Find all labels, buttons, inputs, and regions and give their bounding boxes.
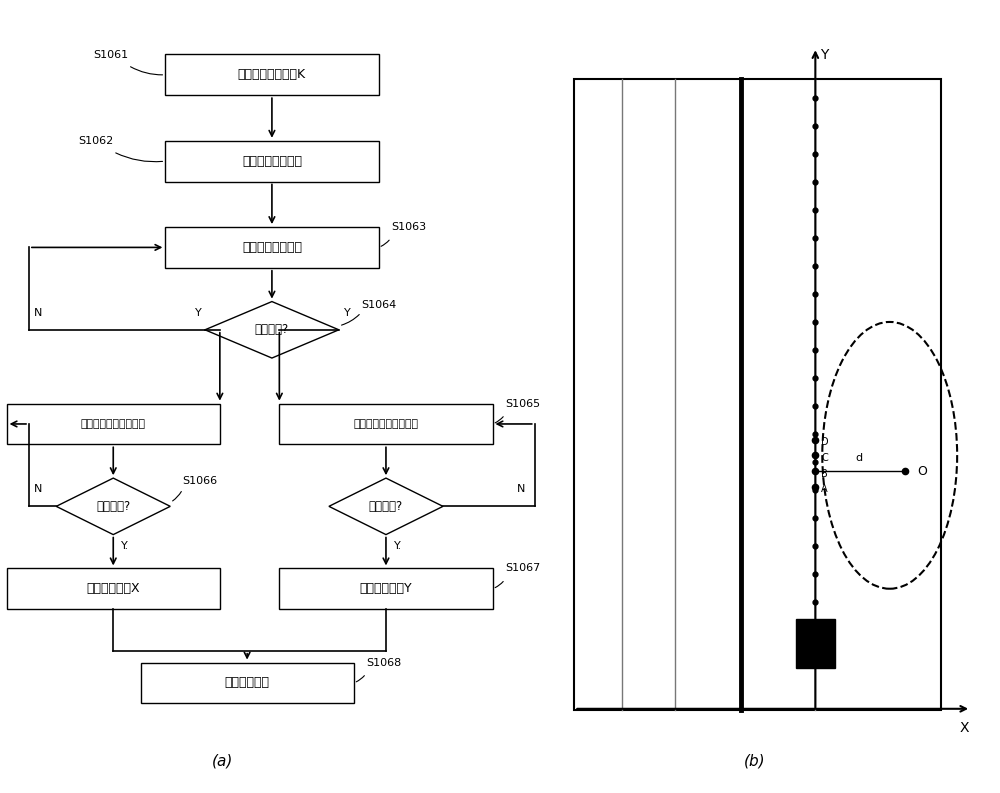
Text: Y: Y bbox=[344, 308, 351, 318]
Text: S1067: S1067 bbox=[505, 564, 540, 573]
Text: 距离影响因子X: 距离影响因子X bbox=[86, 582, 140, 596]
Text: S1065: S1065 bbox=[505, 399, 540, 408]
Text: S1066: S1066 bbox=[183, 477, 218, 486]
Polygon shape bbox=[205, 301, 339, 358]
FancyBboxPatch shape bbox=[279, 569, 493, 609]
FancyBboxPatch shape bbox=[279, 404, 493, 444]
Bar bbox=[574, 79, 941, 711]
Text: 计算辐射梯度函数: 计算辐射梯度函数 bbox=[242, 155, 302, 167]
Text: S1063: S1063 bbox=[391, 222, 426, 232]
FancyBboxPatch shape bbox=[165, 55, 379, 95]
FancyBboxPatch shape bbox=[7, 404, 220, 444]
Text: A: A bbox=[821, 485, 828, 494]
Text: Y.: Y. bbox=[121, 541, 129, 550]
Text: S1062: S1062 bbox=[79, 136, 114, 146]
Polygon shape bbox=[56, 478, 170, 534]
FancyBboxPatch shape bbox=[141, 662, 354, 703]
Text: N: N bbox=[517, 485, 525, 494]
Bar bbox=[796, 619, 835, 668]
Text: 定义事件影响系数K: 定义事件影响系数K bbox=[238, 68, 306, 82]
Text: 事件区域?: 事件区域? bbox=[255, 324, 289, 336]
Text: C: C bbox=[821, 453, 828, 463]
FancyBboxPatch shape bbox=[165, 140, 379, 182]
FancyBboxPatch shape bbox=[7, 569, 220, 609]
Text: S1064: S1064 bbox=[361, 300, 396, 310]
Text: N: N bbox=[34, 308, 42, 318]
Text: O: O bbox=[917, 465, 927, 478]
Text: S1068: S1068 bbox=[366, 657, 401, 668]
Text: 区域终点?: 区域终点? bbox=[96, 500, 130, 513]
Text: D: D bbox=[821, 437, 829, 447]
Text: X: X bbox=[959, 722, 969, 735]
Text: 区域终点?: 区域终点? bbox=[369, 500, 403, 513]
Text: Y: Y bbox=[195, 308, 202, 318]
Text: 状态影响因子Y: 状态影响因子Y bbox=[360, 582, 412, 596]
Text: 计算单点状态影响因子: 计算单点状态影响因子 bbox=[353, 419, 418, 429]
Text: d: d bbox=[855, 453, 862, 463]
Text: (a): (a) bbox=[212, 753, 233, 768]
Text: Y: Y bbox=[820, 48, 829, 62]
Text: N: N bbox=[34, 485, 42, 494]
Text: Y.: Y. bbox=[394, 541, 402, 550]
Text: 总体影响因子: 总体影响因子 bbox=[225, 676, 270, 689]
Text: S1061: S1061 bbox=[93, 49, 129, 59]
Text: B: B bbox=[821, 469, 828, 478]
Text: 遍历规划路径路点: 遍历规划路径路点 bbox=[242, 241, 302, 254]
Polygon shape bbox=[329, 478, 443, 534]
Text: (b): (b) bbox=[744, 753, 766, 768]
FancyBboxPatch shape bbox=[165, 227, 379, 268]
Text: 计算单点距离影响因子: 计算单点距离影响因子 bbox=[81, 419, 146, 429]
